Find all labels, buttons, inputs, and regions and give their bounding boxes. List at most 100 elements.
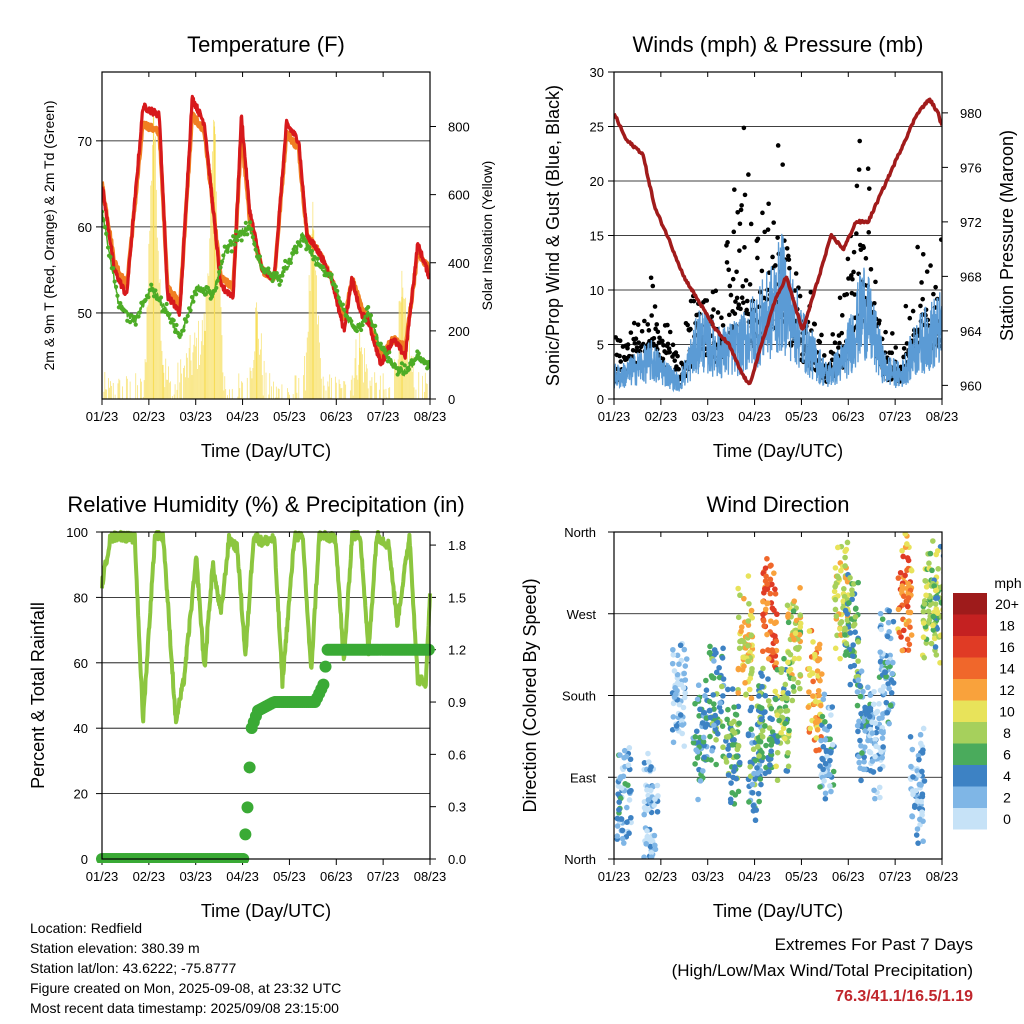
direction-point [917, 731, 924, 738]
td-point [402, 363, 407, 368]
direction-point [616, 799, 622, 805]
direction-point [779, 695, 786, 702]
gust-point [910, 308, 916, 314]
direction-point [733, 775, 740, 782]
direction-point [711, 658, 717, 664]
direction-point [854, 722, 861, 729]
direction-point [886, 629, 892, 635]
gust-point [670, 342, 676, 348]
direction-point [827, 736, 833, 742]
direction-point [927, 550, 934, 557]
direction-point [706, 650, 713, 656]
gust-point [890, 331, 895, 336]
direction-point [770, 649, 776, 656]
direction-point [786, 668, 792, 674]
direction-point [926, 560, 932, 567]
direction-point [844, 617, 851, 624]
direction-point [930, 622, 936, 629]
direction-point [677, 712, 684, 718]
gust-point [901, 354, 906, 360]
direction-point [837, 626, 843, 632]
direction-point [882, 669, 889, 676]
direction-point [735, 585, 741, 592]
gust-point [660, 338, 665, 344]
direction-point [880, 683, 887, 690]
direction-point [870, 769, 877, 775]
direction-point [735, 703, 742, 710]
direction-point [883, 699, 890, 706]
x-tick-label: 02/23 [645, 869, 678, 884]
direction-point [907, 609, 914, 616]
direction-point [707, 714, 714, 721]
direction-point [749, 668, 755, 675]
direction-point [790, 608, 797, 614]
direction-point [943, 625, 949, 631]
direction-point [932, 601, 939, 607]
direction-point [648, 764, 654, 770]
wind-panel: Winds (mph) & Pressure (mb) Time (Day/UTC… [543, 32, 1017, 461]
legend-label: 6 [1003, 747, 1011, 763]
direction-point [728, 720, 735, 727]
gust-point [654, 322, 660, 327]
direction-point [776, 717, 782, 724]
direction-point [745, 618, 752, 624]
y-axis-label: Direction (Colored By Speed) [520, 578, 540, 812]
x-axis-label: Time (Day/UTC) [201, 441, 331, 461]
gust-point [652, 304, 658, 309]
gust-point [915, 244, 920, 250]
gust-point [770, 254, 775, 260]
direction-point [652, 842, 658, 849]
gust-point [666, 346, 672, 351]
td-point [315, 256, 320, 261]
precip-point [317, 678, 330, 691]
gust-point [657, 335, 662, 341]
gust-point [672, 358, 678, 363]
direction-point [760, 617, 767, 624]
direction-point [670, 700, 677, 707]
direction-point [679, 722, 686, 728]
direction-panel: Wind Direction Time (Day/UTC) 01/23 02/23 03… [520, 492, 1022, 921]
x-tick-label: 04/23 [226, 409, 259, 424]
direction-point [726, 752, 733, 759]
direction-point [732, 764, 738, 770]
direction-point [835, 575, 842, 581]
x-axis-label: Time (Day/UTC) [201, 901, 331, 921]
gust-point [617, 353, 622, 359]
gust-point [733, 299, 738, 304]
direction-point [646, 759, 652, 765]
direction-point [789, 697, 796, 704]
direction-point [681, 694, 688, 701]
direction-point [670, 739, 677, 746]
speed-legend: mph 20+ 18 16 14 12 10 8 6 4 2 0 [953, 575, 1022, 830]
gust-point [736, 302, 742, 307]
x-tick-label: 08/23 [926, 409, 959, 424]
direction-point [670, 714, 677, 720]
direction-point [654, 808, 661, 815]
direction-point [752, 776, 758, 782]
direction-point [692, 761, 698, 767]
x-tick-label: 06/23 [832, 869, 865, 884]
td-point [277, 282, 282, 287]
direction-point [797, 672, 803, 678]
direction-point [731, 704, 737, 710]
direction-point [905, 647, 912, 653]
y2-tick-label: 0 [448, 392, 455, 407]
direction-point [772, 633, 778, 639]
gust-point [845, 256, 851, 262]
direction-point [759, 673, 765, 679]
direction-point [920, 620, 927, 626]
direction-point [930, 613, 937, 620]
y2-tick-label: 0.0 [448, 852, 466, 867]
direction-point [909, 813, 915, 820]
gust-point [675, 353, 680, 359]
gust-point [918, 303, 923, 309]
gust-point [830, 332, 836, 337]
direction-point [921, 654, 928, 661]
gust-point [667, 349, 672, 355]
direction-point [702, 724, 709, 730]
gust-point [720, 323, 726, 328]
direction-point [674, 680, 681, 686]
direction-point [643, 841, 649, 847]
precip-point [319, 660, 332, 673]
direction-point [813, 735, 820, 741]
